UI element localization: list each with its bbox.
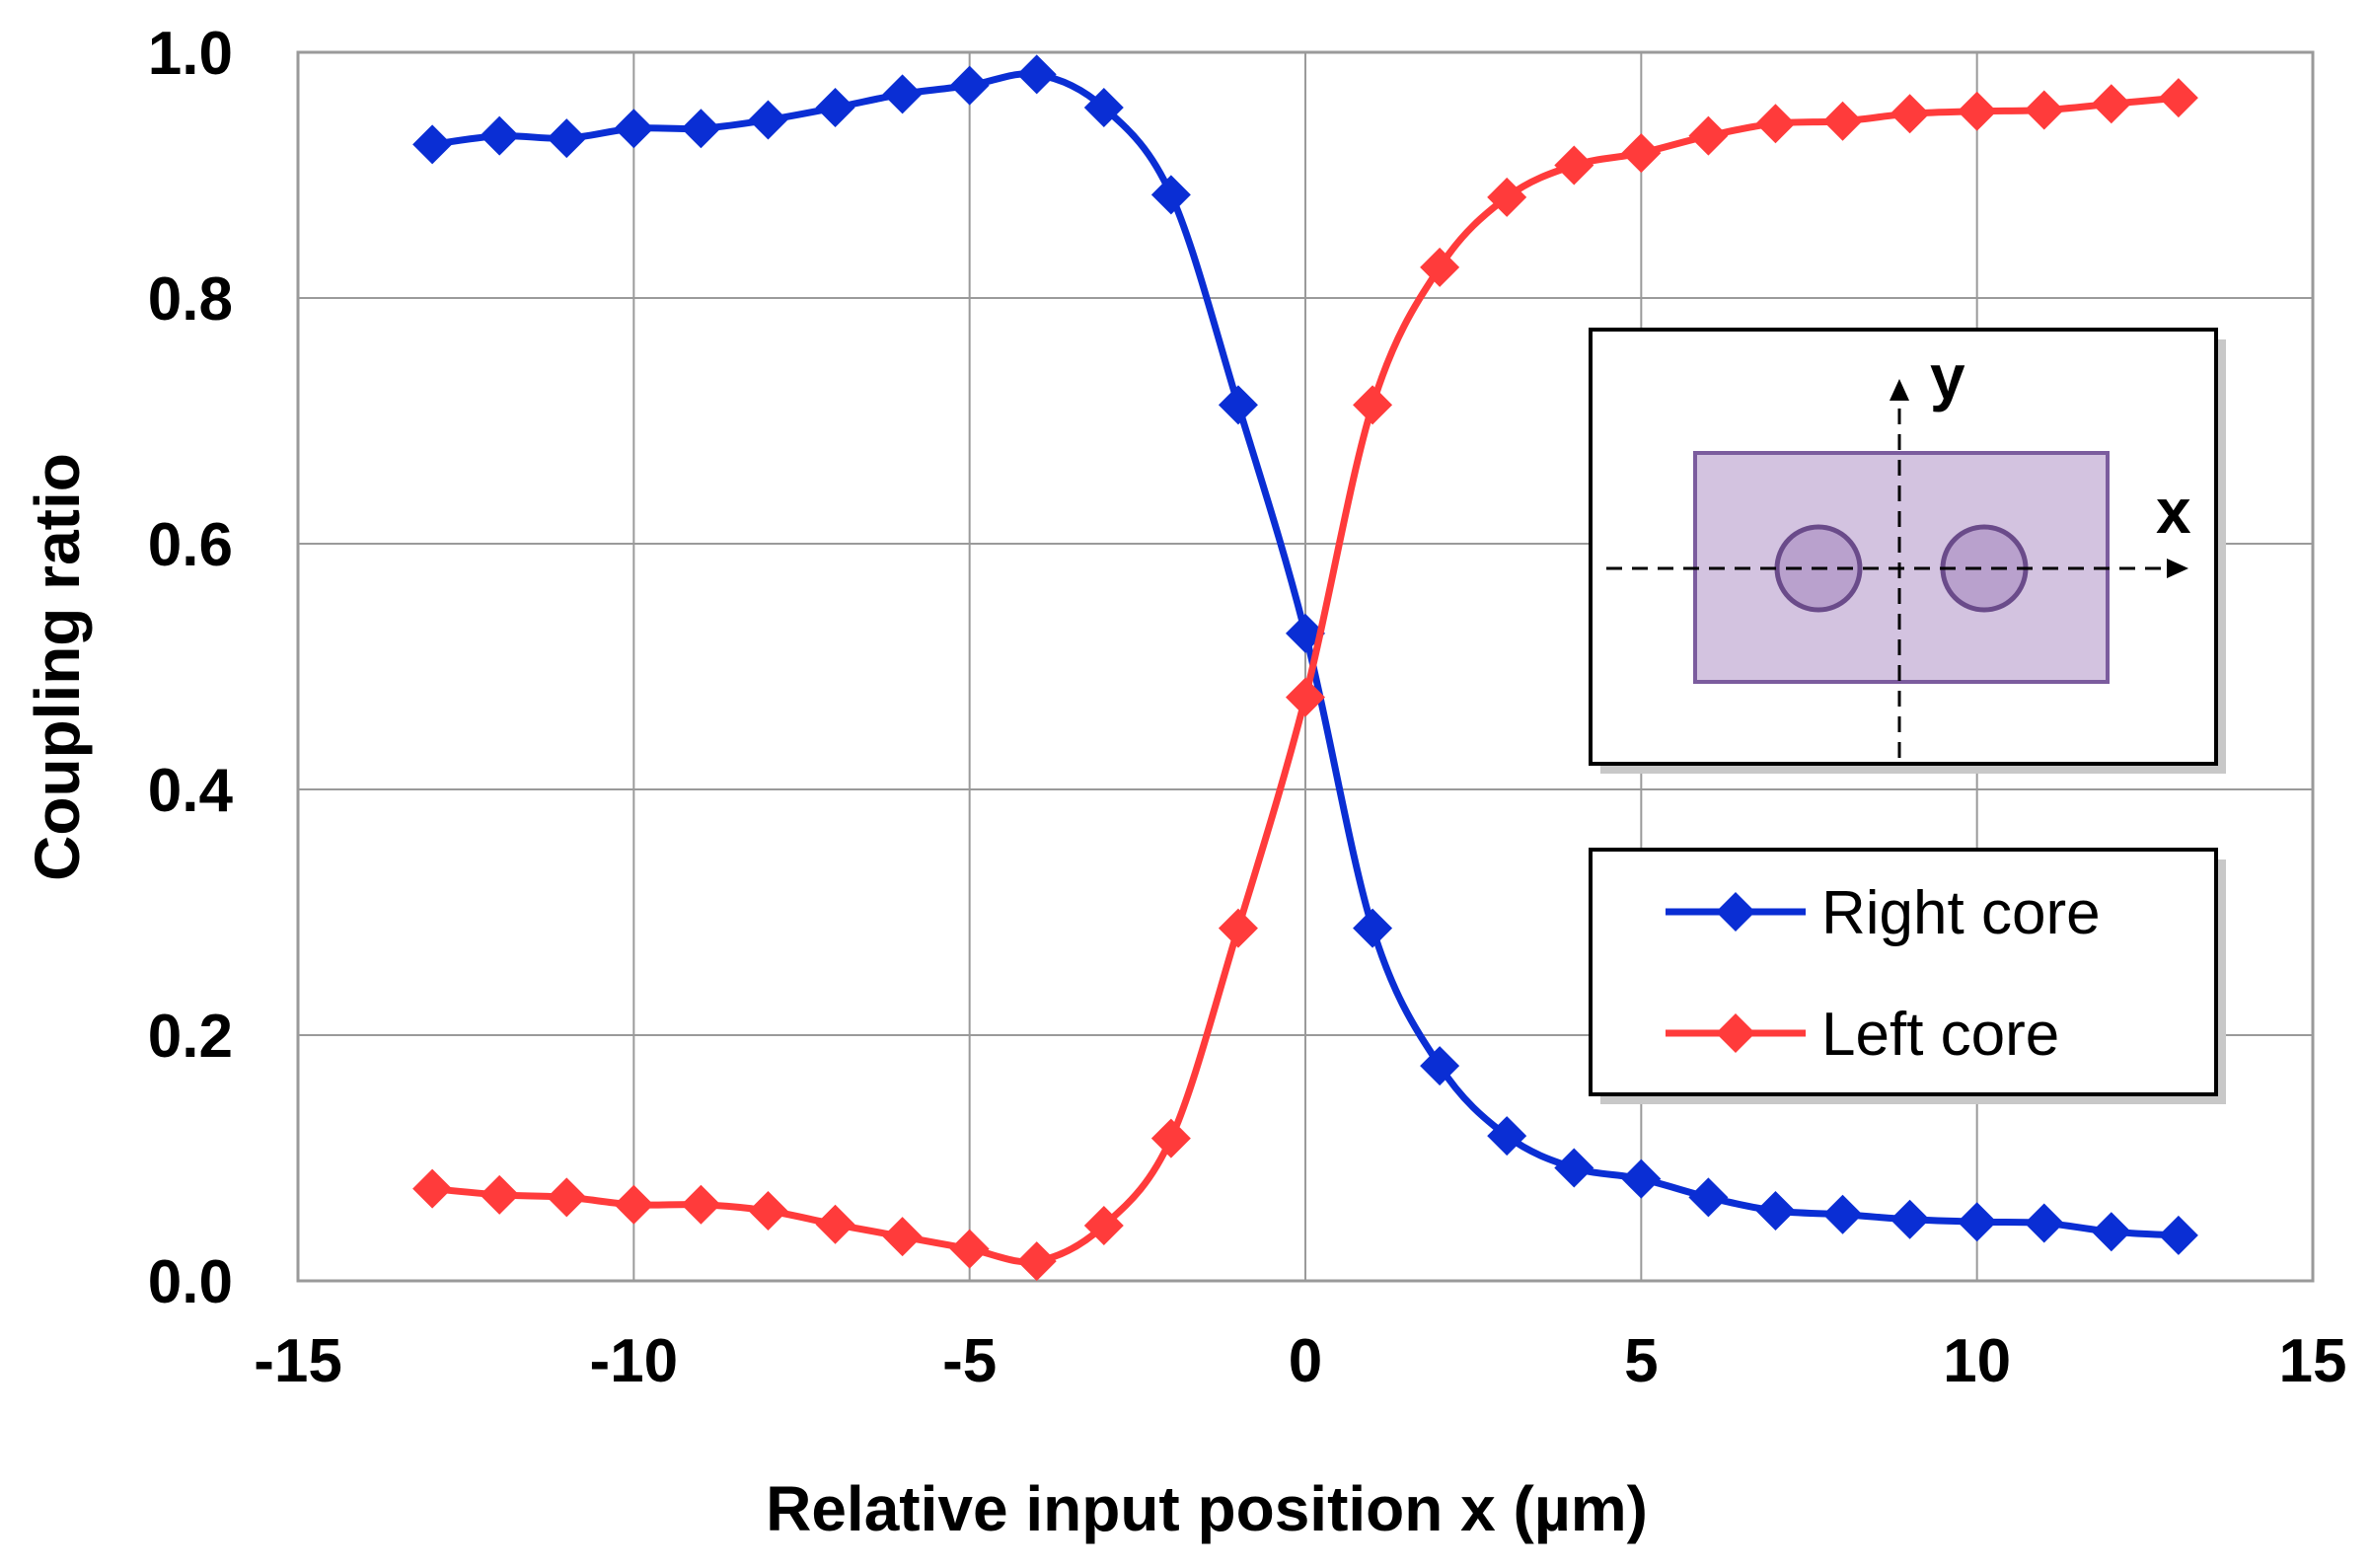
y-axis-title: Coupling ratio: [22, 453, 93, 881]
data-point-left-core: [480, 1174, 520, 1215]
data-point-left-core: [547, 1177, 587, 1218]
x-axis-title: Relative input position x (µm): [766, 1473, 1648, 1544]
data-point-left-core: [1621, 133, 1662, 174]
x-tick-label: -5: [942, 1327, 997, 1395]
data-point-left-core: [681, 1184, 721, 1225]
x-tick-label: 10: [1943, 1327, 2011, 1395]
data-point-left-core: [2024, 90, 2064, 130]
data-point-right-core: [1890, 1199, 1930, 1239]
inset-x-label: x: [2156, 476, 2191, 547]
data-point-right-core: [1554, 1148, 1594, 1188]
y-tick-label: 0.2: [148, 1003, 233, 1071]
data-point-left-core: [1822, 101, 1863, 141]
x-tick-label: 15: [2279, 1327, 2347, 1395]
data-point-left-core: [1083, 1205, 1124, 1245]
data-point-left-core: [2158, 78, 2198, 118]
data-point-left-core: [1150, 1118, 1191, 1158]
data-point-right-core: [1218, 385, 1258, 425]
x-tick-label: 5: [1624, 1327, 1658, 1395]
data-point-left-core: [815, 1204, 855, 1244]
data-point-left-core: [1420, 247, 1460, 287]
data-point-right-core: [412, 124, 453, 165]
data-point-right-core: [1083, 88, 1124, 128]
data-point-left-core: [748, 1191, 788, 1232]
legend-marker-left-core: [1716, 1013, 1755, 1053]
data-point-right-core: [1353, 908, 1393, 948]
data-point-left-core: [614, 1184, 654, 1225]
data-point-right-core: [949, 65, 990, 106]
y-tick-label: 0.6: [148, 511, 233, 579]
y-tick-label: 0.8: [148, 265, 233, 334]
y-tick-labels: 0.0 0.2 0.4 0.6 0.8 1.0: [148, 20, 234, 1316]
legend: Right core Left core: [1589, 848, 2226, 1104]
data-point-left-core: [1957, 91, 1997, 131]
data-point-right-core: [1688, 1177, 1729, 1218]
data-point-left-core: [1487, 177, 1527, 217]
legend-label-right-core: Right core: [1821, 879, 2101, 947]
data-point-left-core: [1755, 104, 1796, 144]
data-point-right-core: [681, 109, 721, 149]
y-tick-label: 1.0: [148, 20, 233, 88]
data-point-left-core: [1890, 94, 1930, 134]
data-point-left-core: [1353, 385, 1393, 425]
legend-marker-right-core: [1716, 892, 1755, 932]
data-point-right-core: [882, 74, 923, 114]
data-point-left-core: [2091, 84, 2131, 124]
data-point-right-core: [1621, 1158, 1662, 1199]
data-point-left-core: [412, 1168, 453, 1209]
data-point-left-core: [1286, 677, 1325, 717]
data-point-right-core: [614, 109, 654, 149]
data-point-right-core: [2091, 1212, 2131, 1252]
data-point-left-core: [1016, 1241, 1057, 1282]
x-tick-label: -10: [590, 1327, 679, 1395]
x-tick-label: -15: [254, 1327, 342, 1395]
data-series: [412, 54, 2198, 1282]
y-tick-label: 0.0: [148, 1248, 233, 1316]
data-point-right-core: [1487, 1116, 1527, 1157]
data-point-left-core: [1554, 145, 1594, 186]
x-tick-labels: -15 -10 -5 0 5 10 15: [254, 1327, 2346, 1395]
data-point-left-core: [882, 1217, 923, 1257]
data-point-right-core: [2158, 1215, 2198, 1255]
data-point-right-core: [2024, 1203, 2064, 1243]
inset-x-arrow-icon: [2167, 559, 2188, 578]
y-tick-label: 0.4: [148, 757, 234, 825]
data-point-left-core: [949, 1229, 990, 1269]
data-point-left-core: [1688, 115, 1729, 156]
x-tick-label: 0: [1289, 1327, 1322, 1395]
data-point-left-core: [1218, 908, 1258, 948]
inset-y-label: y: [1930, 341, 1965, 412]
data-point-right-core: [1150, 175, 1191, 215]
data-point-right-core: [547, 118, 587, 159]
data-point-right-core: [1957, 1202, 1997, 1242]
data-point-right-core: [1016, 54, 1057, 95]
data-point-right-core: [1420, 1046, 1460, 1086]
data-point-right-core: [480, 115, 520, 156]
data-point-right-core: [1755, 1191, 1796, 1232]
inset-y-arrow-icon: [1890, 379, 1909, 401]
data-point-right-core: [815, 88, 855, 128]
data-point-right-core: [1822, 1194, 1863, 1234]
legend-label-left-core: Left core: [1821, 1001, 2059, 1069]
inset-diagram: x y: [1589, 328, 2226, 774]
data-point-right-core: [748, 100, 788, 140]
legend-frame: [1589, 848, 2218, 1096]
